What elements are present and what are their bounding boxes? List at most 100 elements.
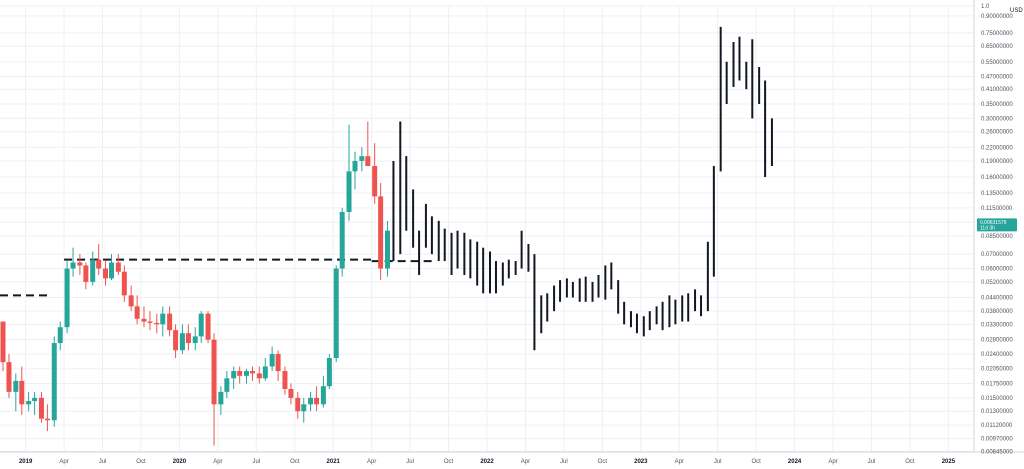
candle-up[interactable]	[192, 327, 198, 351]
candle-body	[262, 366, 268, 379]
candle-up[interactable]	[26, 391, 32, 412]
candle-down[interactable]	[38, 391, 44, 423]
last-price-value: 0.09631579	[980, 220, 1007, 226]
candle-body	[244, 371, 249, 376]
y-tick-label: 0.00970000	[981, 437, 1013, 443]
candle-up[interactable]	[326, 354, 332, 390]
candle-down[interactable]	[128, 285, 134, 312]
x-tick-year-label: 2022	[480, 459, 494, 465]
last-price-countdown: 11d 3h	[980, 225, 995, 231]
candle-down[interactable]	[211, 333, 217, 446]
candle-up[interactable]	[262, 358, 268, 381]
candle-down[interactable]	[295, 391, 301, 419]
candle-body	[352, 160, 358, 172]
candles-layer	[0, 121, 390, 446]
candle-down[interactable]	[77, 254, 83, 275]
candle-body	[13, 380, 19, 392]
candle-down[interactable]	[365, 121, 371, 167]
candle-down[interactable]	[103, 261, 109, 286]
candle-up[interactable]	[64, 261, 70, 334]
x-tick-label: Oct	[751, 459, 761, 465]
candle-down[interactable]	[154, 313, 160, 334]
candle-up[interactable]	[90, 251, 96, 286]
candle-up[interactable]	[32, 391, 38, 415]
y-tick-label: 0.90000000	[981, 14, 1013, 20]
candle-down[interactable]	[185, 324, 191, 351]
time-axis[interactable]: 2019 Apr Jul Oct 2020 Apr Jul Oct 2021 Apr Jul Oct 2…	[19, 459, 956, 465]
y-tick-label: 0.00845000	[981, 449, 1013, 455]
x-tick-label: Jul	[252, 459, 260, 465]
price-axis[interactable]: 1.0 0.90000000 0.75000000 0.65000000 0.55000…	[981, 4, 1013, 455]
candle-down[interactable]	[19, 366, 25, 415]
candle-down[interactable]	[205, 311, 211, 344]
candle-down[interactable]	[6, 354, 12, 398]
candle-body	[19, 380, 25, 405]
y-tick-label: 0.65000000	[981, 44, 1013, 50]
candle-down[interactable]	[134, 295, 140, 325]
candle-down[interactable]	[121, 265, 127, 302]
candle-down[interactable]	[96, 244, 102, 275]
candle-body	[96, 259, 102, 269]
candle-down[interactable]	[282, 366, 288, 395]
candle-down[interactable]	[275, 350, 281, 381]
y-tick-label: 0.22000000	[981, 145, 1013, 151]
candle-down[interactable]	[237, 366, 243, 384]
candle-down[interactable]	[256, 366, 262, 384]
candle-body	[154, 322, 160, 325]
candle-up[interactable]	[224, 371, 230, 398]
candle-body	[70, 262, 76, 269]
candle-up[interactable]	[218, 386, 224, 415]
candle-up[interactable]	[51, 336, 57, 427]
candle-body	[109, 262, 115, 279]
candle-body	[288, 389, 294, 398]
x-tick-label: Oct	[598, 459, 608, 465]
candle-up[interactable]	[308, 391, 314, 412]
candle-up[interactable]	[57, 321, 63, 351]
candle-body	[231, 371, 237, 379]
candle-up[interactable]	[269, 346, 275, 372]
candle-up[interactable]	[244, 368, 249, 384]
candle-down[interactable]	[173, 324, 179, 359]
candle-body	[275, 354, 281, 372]
candle-down[interactable]	[249, 366, 255, 381]
candle-up[interactable]	[70, 247, 76, 277]
grid-layer	[0, 5, 974, 452]
candle-down[interactable]	[115, 254, 121, 275]
candle-down[interactable]	[314, 386, 320, 412]
candle-up[interactable]	[359, 147, 365, 172]
y-tick-label: 0.26000000	[981, 130, 1013, 136]
candle-body	[237, 371, 243, 376]
candle-up[interactable]	[198, 311, 204, 344]
candle-up[interactable]	[160, 306, 166, 337]
candle-up[interactable]	[346, 124, 352, 221]
candle-up[interactable]	[109, 254, 115, 281]
candle-up[interactable]	[179, 324, 185, 355]
x-tick-label: Oct	[290, 459, 300, 465]
candle-down[interactable]	[288, 383, 294, 405]
candle-down[interactable]	[378, 183, 384, 281]
y-tick-label: 0.30000000	[981, 116, 1013, 122]
candle-body	[147, 321, 153, 323]
candle-up[interactable]	[13, 373, 19, 412]
candle-down[interactable]	[44, 404, 50, 432]
candle-down[interactable]	[0, 321, 6, 372]
candle-up[interactable]	[301, 397, 307, 423]
candle-up[interactable]	[352, 151, 358, 190]
candle-up[interactable]	[339, 207, 345, 277]
candle-body	[26, 401, 32, 405]
candle-down[interactable]	[167, 306, 173, 337]
candle-down[interactable]	[372, 143, 378, 204]
candle-body	[314, 397, 320, 405]
candle-down[interactable]	[83, 262, 89, 290]
candle-up[interactable]	[231, 366, 237, 390]
y-tick-label: 0.75000000	[981, 31, 1013, 37]
candle-up[interactable]	[320, 375, 326, 408]
candle-down[interactable]	[147, 311, 153, 331]
candle-up[interactable]	[384, 220, 390, 277]
axis-layer: USD	[0, 0, 1024, 453]
candle-body	[269, 354, 275, 367]
candle-down[interactable]	[141, 306, 147, 328]
candle-up[interactable]	[333, 265, 339, 363]
